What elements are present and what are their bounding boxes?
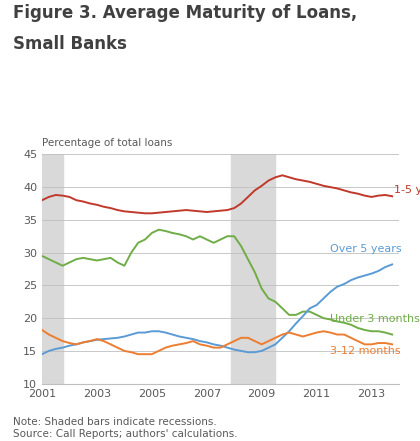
Bar bbox=[231, 154, 276, 384]
Text: Under 3 months: Under 3 months bbox=[331, 314, 420, 325]
Text: Figure 3. Average Maturity of Loans,: Figure 3. Average Maturity of Loans, bbox=[13, 4, 357, 22]
Text: 1-5 years: 1-5 years bbox=[394, 185, 420, 195]
Text: 3-12 months: 3-12 months bbox=[331, 346, 401, 356]
Text: Small Banks: Small Banks bbox=[13, 35, 126, 53]
Text: Note: Shaded bars indicate recessions.
Source: Call Reports; authors' calculatio: Note: Shaded bars indicate recessions. S… bbox=[13, 417, 237, 439]
Text: Over 5 years: Over 5 years bbox=[331, 244, 402, 254]
Text: Percentage of total loans: Percentage of total loans bbox=[42, 138, 172, 148]
Bar bbox=[42, 154, 63, 384]
